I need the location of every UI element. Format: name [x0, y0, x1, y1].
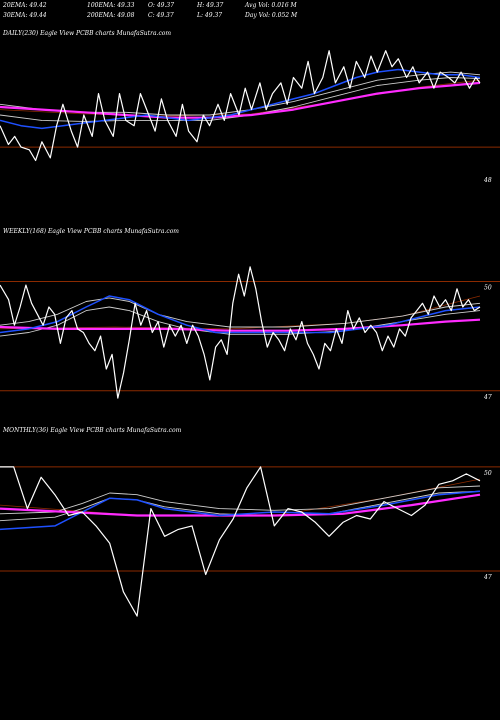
weekly-y-tick-1: 47 [483, 394, 492, 401]
weekly-panel-title: WEEKLY(168) Eagle View PCBB charts Munaf… [3, 228, 179, 235]
weekly-y-tick-0: 50 [484, 285, 492, 292]
monthly-band-lower-line [0, 490, 481, 522]
open-label: O: 49.37 [148, 2, 174, 9]
daily-ema-fast-line [0, 68, 481, 130]
avg-vol-label: Avg Vol: 0.016 M [244, 2, 298, 9]
monthly-price-line [0, 466, 481, 617]
ema200-label: 200EMA: 49.08 [86, 12, 135, 19]
low-label: L: 49.37 [196, 12, 222, 19]
ema20-label: 20EMA: 49.42 [2, 2, 47, 9]
ema30-label: 30EMA: 49.44 [3, 12, 47, 19]
daily-y-tick-0: 48 [483, 177, 492, 184]
ema100-label: 100EMA: 49.33 [87, 2, 135, 9]
daily-panel: DAILY(230) Eagle View PCBB charts Munafa… [0, 30, 500, 184]
weekly-band-lower-line [0, 306, 481, 337]
weekly-price-line [0, 266, 481, 399]
high-label: H: 49.37 [196, 2, 224, 9]
monthly-panel: MONTHLY(36) Eagle View PCBB charts Munaf… [0, 427, 500, 617]
header-stats: 20EMA: 49.42 100EMA: 49.33 O: 49.37 H: 4… [2, 2, 298, 19]
weekly-panel: WEEKLY(168) Eagle View PCBB charts Munaf… [0, 228, 500, 401]
monthly-panel-title: MONTHLY(36) Eagle View PCBB charts Munaf… [2, 427, 182, 434]
monthly-band-upper-line [0, 485, 481, 515]
close-label: C: 49.37 [148, 12, 174, 19]
monthly-ema-fast-line [0, 490, 481, 531]
daily-ema-slow-line [0, 81, 481, 119]
weekly-ema-slow-line [0, 318, 481, 332]
weekly-band-upper-line [0, 297, 481, 328]
monthly-y-tick-1: 47 [483, 574, 492, 581]
day-vol-label: Day Vol: 0.052 M [244, 12, 298, 19]
daily-price-line [0, 50, 481, 162]
daily-panel-title: DAILY(230) Eagle View PCBB charts Munafa… [2, 30, 171, 37]
monthly-y-tick-0: 50 [484, 470, 492, 477]
